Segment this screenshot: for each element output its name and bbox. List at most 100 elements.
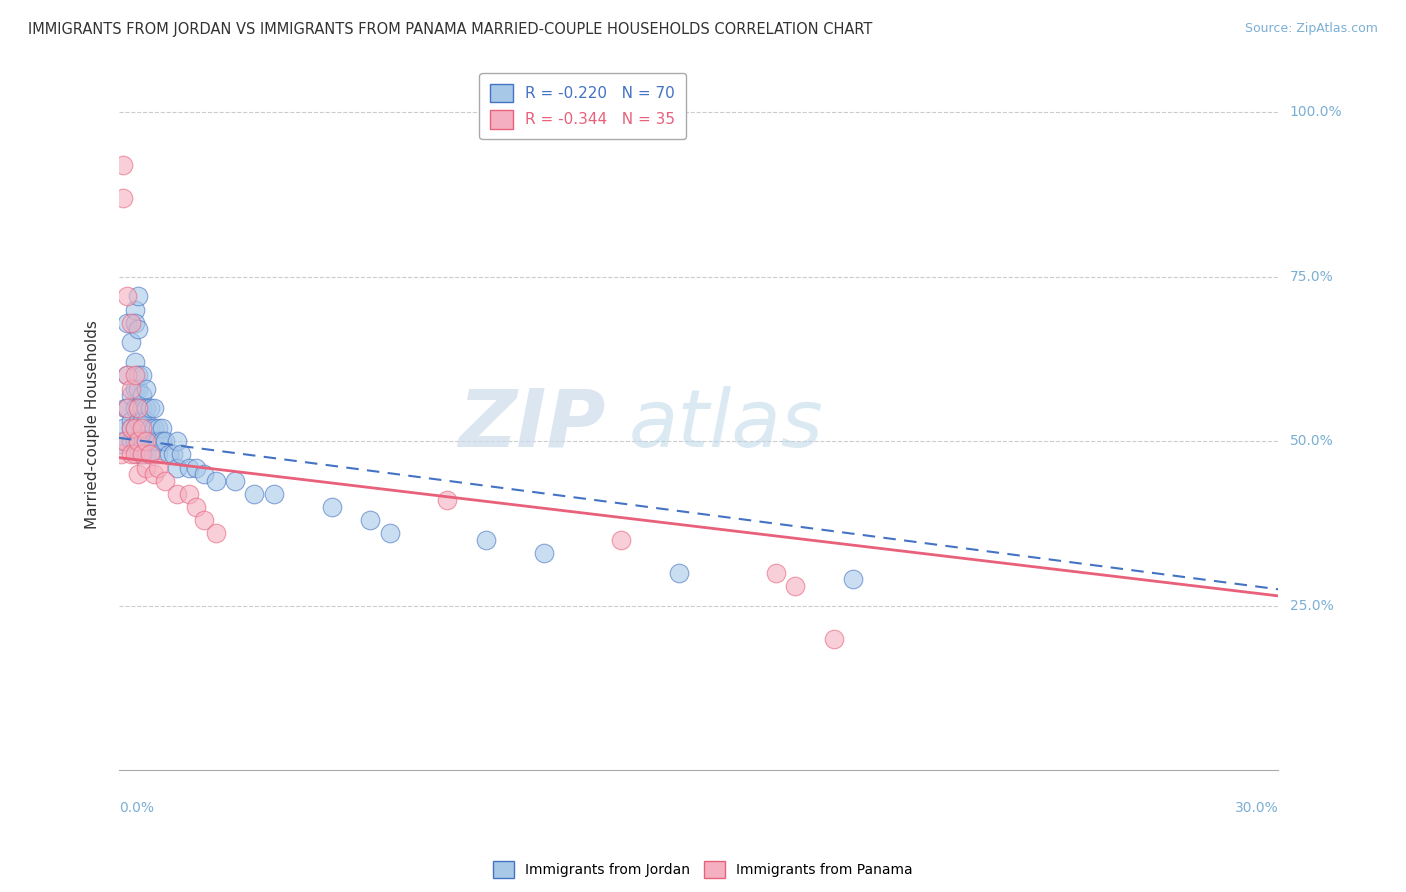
Point: [127, 382, 149, 396]
Point: [127, 368, 149, 383]
Point: [146, 447, 169, 461]
Point: [124, 421, 146, 435]
Point: [139, 434, 162, 449]
Text: 100.0%: 100.0%: [1289, 105, 1343, 119]
Point: [127, 434, 149, 449]
Point: [131, 447, 153, 461]
Point: [765, 566, 787, 580]
Point: [135, 434, 157, 449]
Point: [166, 460, 188, 475]
Point: [139, 447, 162, 461]
Point: [120, 335, 142, 350]
Point: [139, 421, 162, 435]
Point: [127, 434, 149, 449]
Point: [142, 434, 165, 449]
Point: [139, 401, 162, 416]
Point: [111, 158, 134, 172]
Point: [166, 434, 188, 449]
Point: [124, 355, 146, 369]
Point: [142, 467, 165, 481]
Point: [150, 434, 173, 449]
Point: [150, 421, 173, 435]
Point: [166, 487, 188, 501]
Point: [110, 447, 132, 461]
Point: [186, 500, 208, 514]
Legend: R = -0.220   N = 70, R = -0.344   N = 35: R = -0.220 N = 70, R = -0.344 N = 35: [479, 73, 686, 139]
Point: [131, 447, 153, 461]
Point: [823, 632, 845, 646]
Point: [111, 191, 134, 205]
Point: [243, 487, 266, 501]
Point: [124, 316, 146, 330]
Point: [135, 414, 157, 428]
Point: [127, 447, 149, 461]
Point: [120, 434, 142, 449]
Point: [111, 421, 134, 435]
Point: [177, 487, 200, 501]
Point: [142, 401, 165, 416]
Point: [135, 382, 157, 396]
Point: [193, 467, 215, 481]
Point: [131, 368, 153, 383]
Point: [131, 414, 153, 428]
Point: [359, 513, 381, 527]
Point: [146, 460, 169, 475]
Point: [124, 447, 146, 461]
Point: [111, 434, 134, 449]
Point: [124, 382, 146, 396]
Text: 30.0%: 30.0%: [1234, 801, 1278, 814]
Point: [110, 437, 132, 451]
Point: [224, 474, 246, 488]
Point: [263, 487, 285, 501]
Point: [115, 289, 138, 303]
Legend: Immigrants from Jordan, Immigrants from Panama: Immigrants from Jordan, Immigrants from …: [486, 855, 920, 885]
Point: [120, 316, 142, 330]
Point: [135, 447, 157, 461]
Point: [115, 401, 138, 416]
Point: [127, 401, 149, 416]
Text: Source: ZipAtlas.com: Source: ZipAtlas.com: [1244, 22, 1378, 36]
Point: [436, 493, 458, 508]
Point: [120, 447, 142, 461]
Point: [186, 460, 208, 475]
Point: [785, 579, 807, 593]
Point: [131, 421, 153, 435]
Text: ZIP: ZIP: [458, 385, 606, 464]
Point: [157, 447, 180, 461]
Point: [155, 434, 177, 449]
Point: [120, 382, 142, 396]
Text: 25.0%: 25.0%: [1289, 599, 1334, 613]
Point: [378, 526, 401, 541]
Point: [131, 434, 153, 449]
Point: [668, 566, 690, 580]
Point: [115, 316, 138, 330]
Text: IMMIGRANTS FROM JORDAN VS IMMIGRANTS FROM PANAMA MARRIED-COUPLE HOUSEHOLDS CORRE: IMMIGRANTS FROM JORDAN VS IMMIGRANTS FRO…: [28, 22, 873, 37]
Point: [114, 434, 136, 449]
Point: [124, 368, 146, 383]
Y-axis label: Married-couple Households: Married-couple Households: [86, 320, 100, 529]
Point: [475, 533, 498, 547]
Point: [120, 421, 142, 435]
Point: [114, 401, 136, 416]
Point: [127, 467, 149, 481]
Point: [127, 322, 149, 336]
Point: [124, 421, 146, 435]
Point: [321, 500, 343, 514]
Point: [120, 414, 142, 428]
Point: [124, 434, 146, 449]
Point: [135, 401, 157, 416]
Point: [146, 434, 169, 449]
Point: [115, 368, 138, 383]
Text: 0.0%: 0.0%: [120, 801, 155, 814]
Point: [204, 474, 226, 488]
Point: [124, 401, 146, 416]
Point: [170, 447, 193, 461]
Point: [142, 421, 165, 435]
Point: [533, 546, 555, 560]
Point: [127, 289, 149, 303]
Point: [155, 474, 177, 488]
Point: [120, 421, 142, 435]
Point: [131, 388, 153, 402]
Point: [115, 368, 138, 383]
Point: [162, 447, 184, 461]
